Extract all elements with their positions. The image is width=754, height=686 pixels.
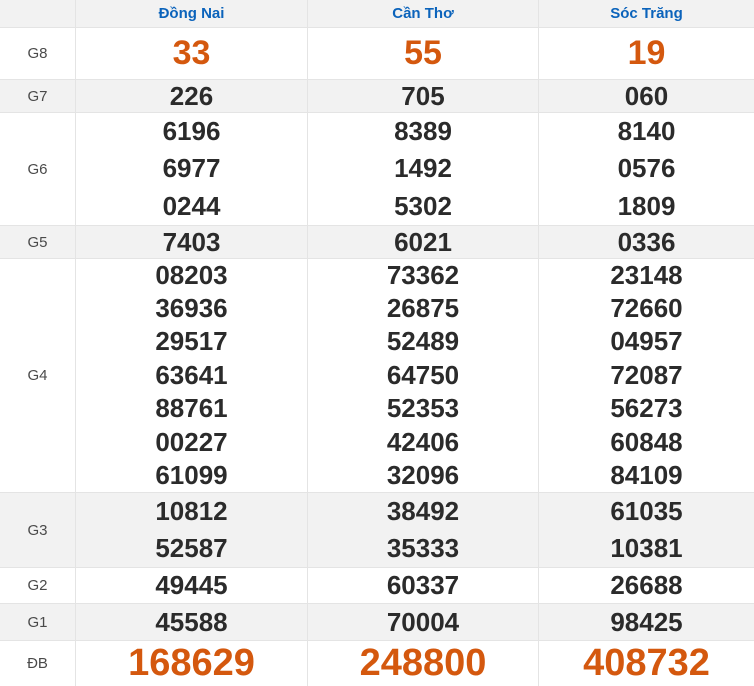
prize-row-g7: G7 226 705 060: [0, 79, 754, 112]
prize-row-g6: G6 6196 6977 0244 8389 1492 5302 8140 05…: [0, 112, 754, 225]
province-link-soc-trang[interactable]: Sóc Trăng: [538, 0, 754, 27]
result-cell: 60337: [307, 568, 538, 603]
result-cell: 226: [75, 80, 307, 112]
result-cell: 168629: [75, 641, 307, 686]
prize-row-g1: G1 45588 70004 98425: [0, 603, 754, 640]
province-link-dong-nai[interactable]: Đồng Nai: [75, 0, 307, 27]
result-cell: 23148 72660 04957 72087 56273 60848 8410…: [538, 259, 754, 492]
result-cell: 45588: [75, 604, 307, 640]
result-cell: 98425: [538, 604, 754, 640]
result-cell: 26688: [538, 568, 754, 603]
result-cell: 8140 0576 1809: [538, 113, 754, 225]
result-cell: 49445: [75, 568, 307, 603]
prize-row-g3: G3 10812 52587 38492 35333 61035 10381: [0, 492, 754, 567]
province-link-can-tho[interactable]: Cần Thơ: [307, 0, 538, 27]
prize-label-g6: G6: [27, 160, 48, 178]
prize-label-g1: G1: [27, 613, 48, 631]
result-cell: 19: [538, 28, 754, 79]
result-cell: 0336: [538, 226, 754, 258]
prize-row-g5: G5 7403 6021 0336: [0, 225, 754, 258]
result-cell: 38492 35333: [307, 493, 538, 567]
prize-label-db: ĐB: [27, 655, 48, 672]
result-cell: 61035 10381: [538, 493, 754, 567]
result-cell: 55: [307, 28, 538, 79]
prize-label-g4: G4: [27, 367, 48, 384]
prize-label-g2: G2: [27, 577, 48, 594]
result-cell: 8389 1492 5302: [307, 113, 538, 225]
result-cell: 08203 36936 29517 63641 88761 00227 6109…: [75, 259, 307, 492]
result-cell: 7403: [75, 226, 307, 258]
corner-cell: [0, 0, 75, 27]
result-cell: 73362 26875 52489 64750 52353 42406 3209…: [307, 259, 538, 492]
header-row: Đồng Nai Cần Thơ Sóc Trăng: [0, 0, 754, 27]
prize-row-db: ĐB 168629 248800 408732: [0, 640, 754, 686]
prize-label-g5: G5: [27, 233, 48, 251]
result-cell: 408732: [538, 641, 754, 686]
prize-label-g7: G7: [27, 87, 48, 105]
prize-label-g8: G8: [27, 45, 48, 62]
prize-row-g2: G2 49445 60337 26688: [0, 567, 754, 603]
prize-row-g4: G4 08203 36936 29517 63641 88761 00227 6…: [0, 258, 754, 492]
result-cell: 248800: [307, 641, 538, 686]
result-cell: 705: [307, 80, 538, 112]
result-cell: 70004: [307, 604, 538, 640]
prize-label-g3: G3: [27, 521, 48, 539]
result-cell: 060: [538, 80, 754, 112]
result-cell: 6196 6977 0244: [75, 113, 307, 225]
prize-row-g8: G8 33 55 19: [0, 27, 754, 79]
result-cell: 6021: [307, 226, 538, 258]
result-cell: 10812 52587: [75, 493, 307, 567]
result-cell: 33: [75, 28, 307, 79]
